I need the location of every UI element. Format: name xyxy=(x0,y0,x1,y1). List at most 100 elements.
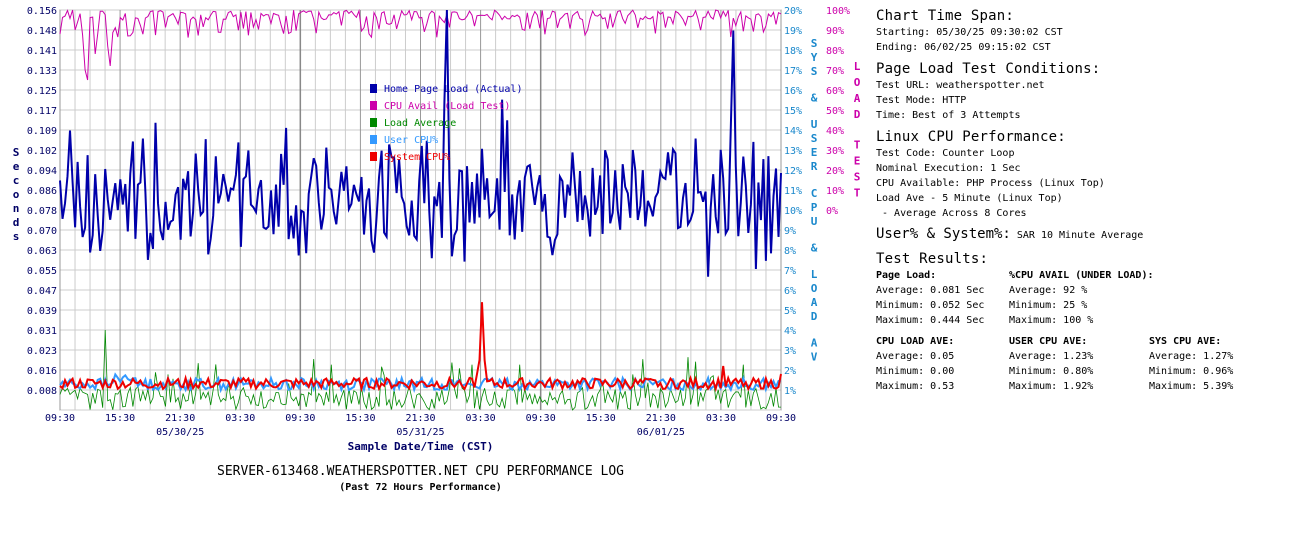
user-cpu-heading: USER CPU AVE: xyxy=(1009,336,1088,347)
y-left-tick-label: 0.141 xyxy=(27,46,57,57)
y-left-tick-label: 0.102 xyxy=(27,146,57,157)
svg-text:T: T xyxy=(854,186,860,199)
y-left-tick-label: 0.008 xyxy=(27,386,57,397)
y-right-cpu-tick-label: 9% xyxy=(784,226,796,237)
y-left-tick-label: 0.125 xyxy=(27,86,57,97)
test-code: Test Code: Counter Loop xyxy=(876,148,1015,159)
chart-title: SERVER-613468.WEATHERSPOTTER.NET CPU PER… xyxy=(217,464,624,479)
y-right-cpu-tick-label: 15% xyxy=(784,106,802,117)
cpu-avail-heading: %CPU AVAIL (UNDER LOAD): xyxy=(1009,270,1154,281)
user-cpu-min: Minimum: 0.80% xyxy=(1009,366,1094,377)
user-cpu-max: Maximum: 1.92% xyxy=(1009,381,1094,392)
svg-text:n: n xyxy=(13,202,20,215)
y-right-cpu-tick-label: 12% xyxy=(784,166,802,177)
y-right-cpu-tick-label: 20% xyxy=(784,6,802,17)
test-mode: Test Mode: HTTP xyxy=(876,95,967,106)
legend-label: User CPU% xyxy=(384,135,438,146)
cpu-avail-max: Maximum: 100 % xyxy=(1009,315,1094,326)
y-left-tick-label: 0.148 xyxy=(27,26,57,37)
y-right-load-tick-label: 100% xyxy=(826,6,850,17)
x-tick-label: 09:30 xyxy=(45,413,75,424)
legend-swatch xyxy=(370,118,377,127)
y-right-cpu-tick-label: 2% xyxy=(784,366,796,377)
cpu-title: Linux CPU Performance: xyxy=(876,129,1066,145)
svg-text:c: c xyxy=(13,174,20,187)
usersys-title: User% & System%: xyxy=(876,226,1011,242)
conditions-title: Page Load Test Conditions: xyxy=(876,61,1101,77)
x-tick-label: 03:30 xyxy=(225,413,255,424)
y-right-cpu-tick-label: 3% xyxy=(784,346,796,357)
y-left-tick-label: 0.055 xyxy=(27,266,57,277)
y-right-cpu-tick-label: 17% xyxy=(784,66,802,77)
svg-text:U: U xyxy=(811,215,818,228)
svg-text:&: & xyxy=(811,241,818,254)
date-label: 05/31/25 xyxy=(396,427,444,438)
svg-text:C: C xyxy=(811,187,818,200)
y-right-load-tick-label: 80% xyxy=(826,46,844,57)
sys-cpu-min: Minimum: 0.96% xyxy=(1149,366,1234,377)
svg-text:&: & xyxy=(811,92,818,105)
y-right-cpu-tick-label: 14% xyxy=(784,126,802,137)
legend-label: CPU Avail (Load Test) xyxy=(384,101,510,112)
info-panel: Chart Time Span: Starting: 05/30/25 09:3… xyxy=(876,8,1286,394)
svg-text:E: E xyxy=(854,154,860,167)
legend-label: Load Average xyxy=(384,118,456,129)
y-left-tick-label: 0.078 xyxy=(27,206,57,217)
cpu-avail-avg: Average: 92 % xyxy=(1009,285,1088,296)
svg-text:V: V xyxy=(811,351,818,364)
legend-label: Home Page Load (Actual) xyxy=(384,84,522,95)
svg-text:S: S xyxy=(811,37,818,50)
y-right-cpu-tick-label: 7% xyxy=(784,266,796,277)
legend-swatch xyxy=(370,135,377,144)
series-line-user-cpu xyxy=(59,372,782,394)
y-left-tick-label: 0.133 xyxy=(27,66,57,77)
y-right-load-tick-label: 0% xyxy=(826,206,838,217)
cpu-avail-min: Minimum: 25 % xyxy=(1009,300,1088,311)
date-label: 06/01/25 xyxy=(637,427,685,438)
test-url: Test URL: weatherspotter.net xyxy=(876,80,1045,91)
svg-text:A: A xyxy=(854,92,860,105)
span-end: Ending: 06/02/25 09:15:02 CST xyxy=(876,42,1051,53)
series-line-cpu-avail xyxy=(59,8,782,81)
y-left-tick-label: 0.039 xyxy=(27,306,57,317)
x-tick-label: 21:30 xyxy=(646,413,676,424)
page-load-heading: Page Load: xyxy=(876,270,937,281)
y-right-cpu-tick-label: 10% xyxy=(784,206,802,217)
x-tick-label: 09:30 xyxy=(766,413,796,424)
y-right-cpu-tick-label: 4% xyxy=(784,326,796,337)
y-right-cpu-tick-label: 6% xyxy=(784,286,796,297)
svg-text:L: L xyxy=(854,60,860,73)
y-right-load-tick-label: 20% xyxy=(826,166,844,177)
svg-text:R: R xyxy=(811,160,818,173)
chart-subtitle: (Past 72 Hours Performance) xyxy=(339,482,502,493)
x-tick-label: 21:30 xyxy=(165,413,195,424)
x-tick-label: 03:30 xyxy=(706,413,736,424)
load-ave-heading: CPU LOAD AVE: xyxy=(876,336,955,347)
svg-text:s: s xyxy=(13,230,20,243)
svg-text:o: o xyxy=(13,188,20,201)
span-title: Chart Time Span: xyxy=(876,8,1015,24)
results-title: Test Results: xyxy=(876,251,989,267)
legend-swatch xyxy=(370,101,377,110)
svg-text:A: A xyxy=(811,337,818,350)
svg-text:S: S xyxy=(13,146,20,159)
load-ave-avg: Average: 0.05 xyxy=(876,351,955,362)
svg-text:O: O xyxy=(854,76,860,89)
y-right-load-tick-label: 70% xyxy=(826,66,844,77)
svg-text:U: U xyxy=(811,118,818,131)
x-axis-label: Sample Date/Time (CST) xyxy=(348,440,494,453)
y-left-tick-label: 0.109 xyxy=(27,126,57,137)
y-right-load-tick-label: 50% xyxy=(826,106,844,117)
y-left-tick-label: 0.016 xyxy=(27,366,57,377)
y-right-load-tick-label: 40% xyxy=(826,126,844,137)
date-label: 05/30/25 xyxy=(156,427,204,438)
sys-cpu-avg: Average: 1.27% xyxy=(1149,351,1234,362)
results-row-1: Page Load: Average: 0.081 Sec Minimum: 0… xyxy=(876,268,1286,328)
results-row-2: CPU LOAD AVE: Average: 0.05 Minimum: 0.0… xyxy=(876,334,1286,394)
y-left-tick-label: 0.023 xyxy=(27,346,57,357)
svg-text:T: T xyxy=(854,138,860,151)
sys-cpu-heading: SYS CPU AVE: xyxy=(1149,336,1222,347)
load-ave-max: Maximum: 0.53 xyxy=(876,381,955,392)
